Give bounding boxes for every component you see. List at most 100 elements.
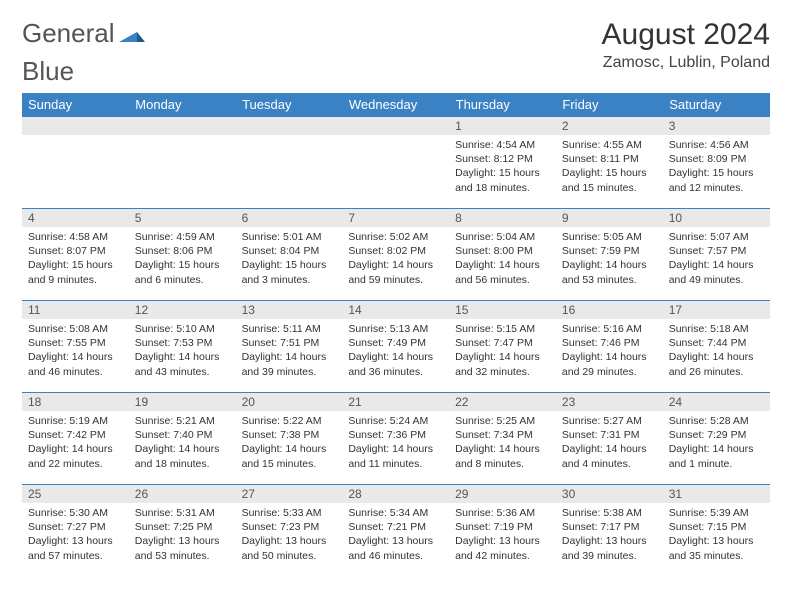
day-number: 28 [342,485,449,503]
calendar-cell: 18Sunrise: 5:19 AMSunset: 7:42 PMDayligh… [22,393,129,485]
calendar-cell: 12Sunrise: 5:10 AMSunset: 7:53 PMDayligh… [129,301,236,393]
day-body: Sunrise: 5:27 AMSunset: 7:31 PMDaylight:… [556,411,663,475]
day-body: Sunrise: 5:34 AMSunset: 7:21 PMDaylight:… [342,503,449,567]
calendar-cell: 11Sunrise: 5:08 AMSunset: 7:55 PMDayligh… [22,301,129,393]
day-body [342,135,449,142]
day-body: Sunrise: 4:56 AMSunset: 8:09 PMDaylight:… [663,135,770,199]
day-body: Sunrise: 4:58 AMSunset: 8:07 PMDaylight:… [22,227,129,291]
day-body: Sunrise: 5:10 AMSunset: 7:53 PMDaylight:… [129,319,236,383]
calendar-cell: 13Sunrise: 5:11 AMSunset: 7:51 PMDayligh… [236,301,343,393]
calendar-cell: 3Sunrise: 4:56 AMSunset: 8:09 PMDaylight… [663,117,770,209]
calendar-cell: 15Sunrise: 5:15 AMSunset: 7:47 PMDayligh… [449,301,556,393]
calendar-cell: 31Sunrise: 5:39 AMSunset: 7:15 PMDayligh… [663,485,770,577]
calendar-week: 1Sunrise: 4:54 AMSunset: 8:12 PMDaylight… [22,117,770,209]
day-body: Sunrise: 5:38 AMSunset: 7:17 PMDaylight:… [556,503,663,567]
location-text: Zamosc, Lublin, Poland [602,54,770,72]
day-number: 1 [449,117,556,135]
day-body: Sunrise: 5:08 AMSunset: 7:55 PMDaylight:… [22,319,129,383]
calendar-cell: 20Sunrise: 5:22 AMSunset: 7:38 PMDayligh… [236,393,343,485]
calendar-cell: 28Sunrise: 5:34 AMSunset: 7:21 PMDayligh… [342,485,449,577]
day-body: Sunrise: 5:02 AMSunset: 8:02 PMDaylight:… [342,227,449,291]
calendar-cell [129,117,236,209]
calendar-cell: 2Sunrise: 4:55 AMSunset: 8:11 PMDaylight… [556,117,663,209]
day-body: Sunrise: 5:33 AMSunset: 7:23 PMDaylight:… [236,503,343,567]
title-block: August 2024 Zamosc, Lublin, Poland [602,18,770,72]
calendar-week: 25Sunrise: 5:30 AMSunset: 7:27 PMDayligh… [22,485,770,577]
calendar-week: 4Sunrise: 4:58 AMSunset: 8:07 PMDaylight… [22,209,770,301]
day-body: Sunrise: 5:16 AMSunset: 7:46 PMDaylight:… [556,319,663,383]
day-header: Saturday [663,93,770,117]
calendar-cell [342,117,449,209]
day-number [342,117,449,135]
day-number: 15 [449,301,556,319]
day-body: Sunrise: 5:31 AMSunset: 7:25 PMDaylight:… [129,503,236,567]
calendar-cell: 24Sunrise: 5:28 AMSunset: 7:29 PMDayligh… [663,393,770,485]
day-number: 12 [129,301,236,319]
day-number: 9 [556,209,663,227]
day-number [129,117,236,135]
day-number: 16 [556,301,663,319]
day-body: Sunrise: 4:55 AMSunset: 8:11 PMDaylight:… [556,135,663,199]
day-body: Sunrise: 5:07 AMSunset: 7:57 PMDaylight:… [663,227,770,291]
brand-logo: General [22,18,147,49]
calendar-cell: 5Sunrise: 4:59 AMSunset: 8:06 PMDaylight… [129,209,236,301]
day-number: 19 [129,393,236,411]
day-number: 14 [342,301,449,319]
calendar-cell: 23Sunrise: 5:27 AMSunset: 7:31 PMDayligh… [556,393,663,485]
day-body: Sunrise: 5:05 AMSunset: 7:59 PMDaylight:… [556,227,663,291]
calendar-cell: 9Sunrise: 5:05 AMSunset: 7:59 PMDaylight… [556,209,663,301]
calendar-cell: 27Sunrise: 5:33 AMSunset: 7:23 PMDayligh… [236,485,343,577]
logo-text-a: General [22,18,115,49]
day-number: 31 [663,485,770,503]
calendar-week: 11Sunrise: 5:08 AMSunset: 7:55 PMDayligh… [22,301,770,393]
day-number: 6 [236,209,343,227]
day-body: Sunrise: 5:30 AMSunset: 7:27 PMDaylight:… [22,503,129,567]
calendar-cell [236,117,343,209]
day-number: 17 [663,301,770,319]
day-number: 26 [129,485,236,503]
day-body: Sunrise: 5:39 AMSunset: 7:15 PMDaylight:… [663,503,770,567]
logo-flag-icon [119,24,145,44]
day-number: 2 [556,117,663,135]
day-body: Sunrise: 5:01 AMSunset: 8:04 PMDaylight:… [236,227,343,291]
day-body: Sunrise: 5:25 AMSunset: 7:34 PMDaylight:… [449,411,556,475]
calendar-cell: 6Sunrise: 5:01 AMSunset: 8:04 PMDaylight… [236,209,343,301]
day-header: Monday [129,93,236,117]
day-number: 4 [22,209,129,227]
day-number: 21 [342,393,449,411]
day-body [129,135,236,142]
day-number: 13 [236,301,343,319]
day-number [236,117,343,135]
day-body: Sunrise: 5:13 AMSunset: 7:49 PMDaylight:… [342,319,449,383]
calendar-cell: 16Sunrise: 5:16 AMSunset: 7:46 PMDayligh… [556,301,663,393]
calendar-cell [22,117,129,209]
calendar-cell: 21Sunrise: 5:24 AMSunset: 7:36 PMDayligh… [342,393,449,485]
calendar-cell: 4Sunrise: 4:58 AMSunset: 8:07 PMDaylight… [22,209,129,301]
day-body: Sunrise: 5:36 AMSunset: 7:19 PMDaylight:… [449,503,556,567]
day-number: 22 [449,393,556,411]
day-number: 27 [236,485,343,503]
calendar-cell: 1Sunrise: 4:54 AMSunset: 8:12 PMDaylight… [449,117,556,209]
day-header-row: SundayMondayTuesdayWednesdayThursdayFrid… [22,93,770,117]
day-number: 24 [663,393,770,411]
day-body: Sunrise: 5:21 AMSunset: 7:40 PMDaylight:… [129,411,236,475]
day-body: Sunrise: 4:54 AMSunset: 8:12 PMDaylight:… [449,135,556,199]
day-body [22,135,129,142]
day-number: 18 [22,393,129,411]
day-number: 30 [556,485,663,503]
day-body: Sunrise: 5:11 AMSunset: 7:51 PMDaylight:… [236,319,343,383]
calendar-cell: 22Sunrise: 5:25 AMSunset: 7:34 PMDayligh… [449,393,556,485]
day-header: Tuesday [236,93,343,117]
calendar-page: General August 2024 Zamosc, Lublin, Pola… [0,0,792,587]
day-number: 5 [129,209,236,227]
day-number: 11 [22,301,129,319]
day-body: Sunrise: 5:24 AMSunset: 7:36 PMDaylight:… [342,411,449,475]
day-number [22,117,129,135]
month-title: August 2024 [602,18,770,52]
day-number: 29 [449,485,556,503]
day-header: Sunday [22,93,129,117]
calendar-week: 18Sunrise: 5:19 AMSunset: 7:42 PMDayligh… [22,393,770,485]
day-body: Sunrise: 5:19 AMSunset: 7:42 PMDaylight:… [22,411,129,475]
day-number: 25 [22,485,129,503]
day-body: Sunrise: 5:22 AMSunset: 7:38 PMDaylight:… [236,411,343,475]
